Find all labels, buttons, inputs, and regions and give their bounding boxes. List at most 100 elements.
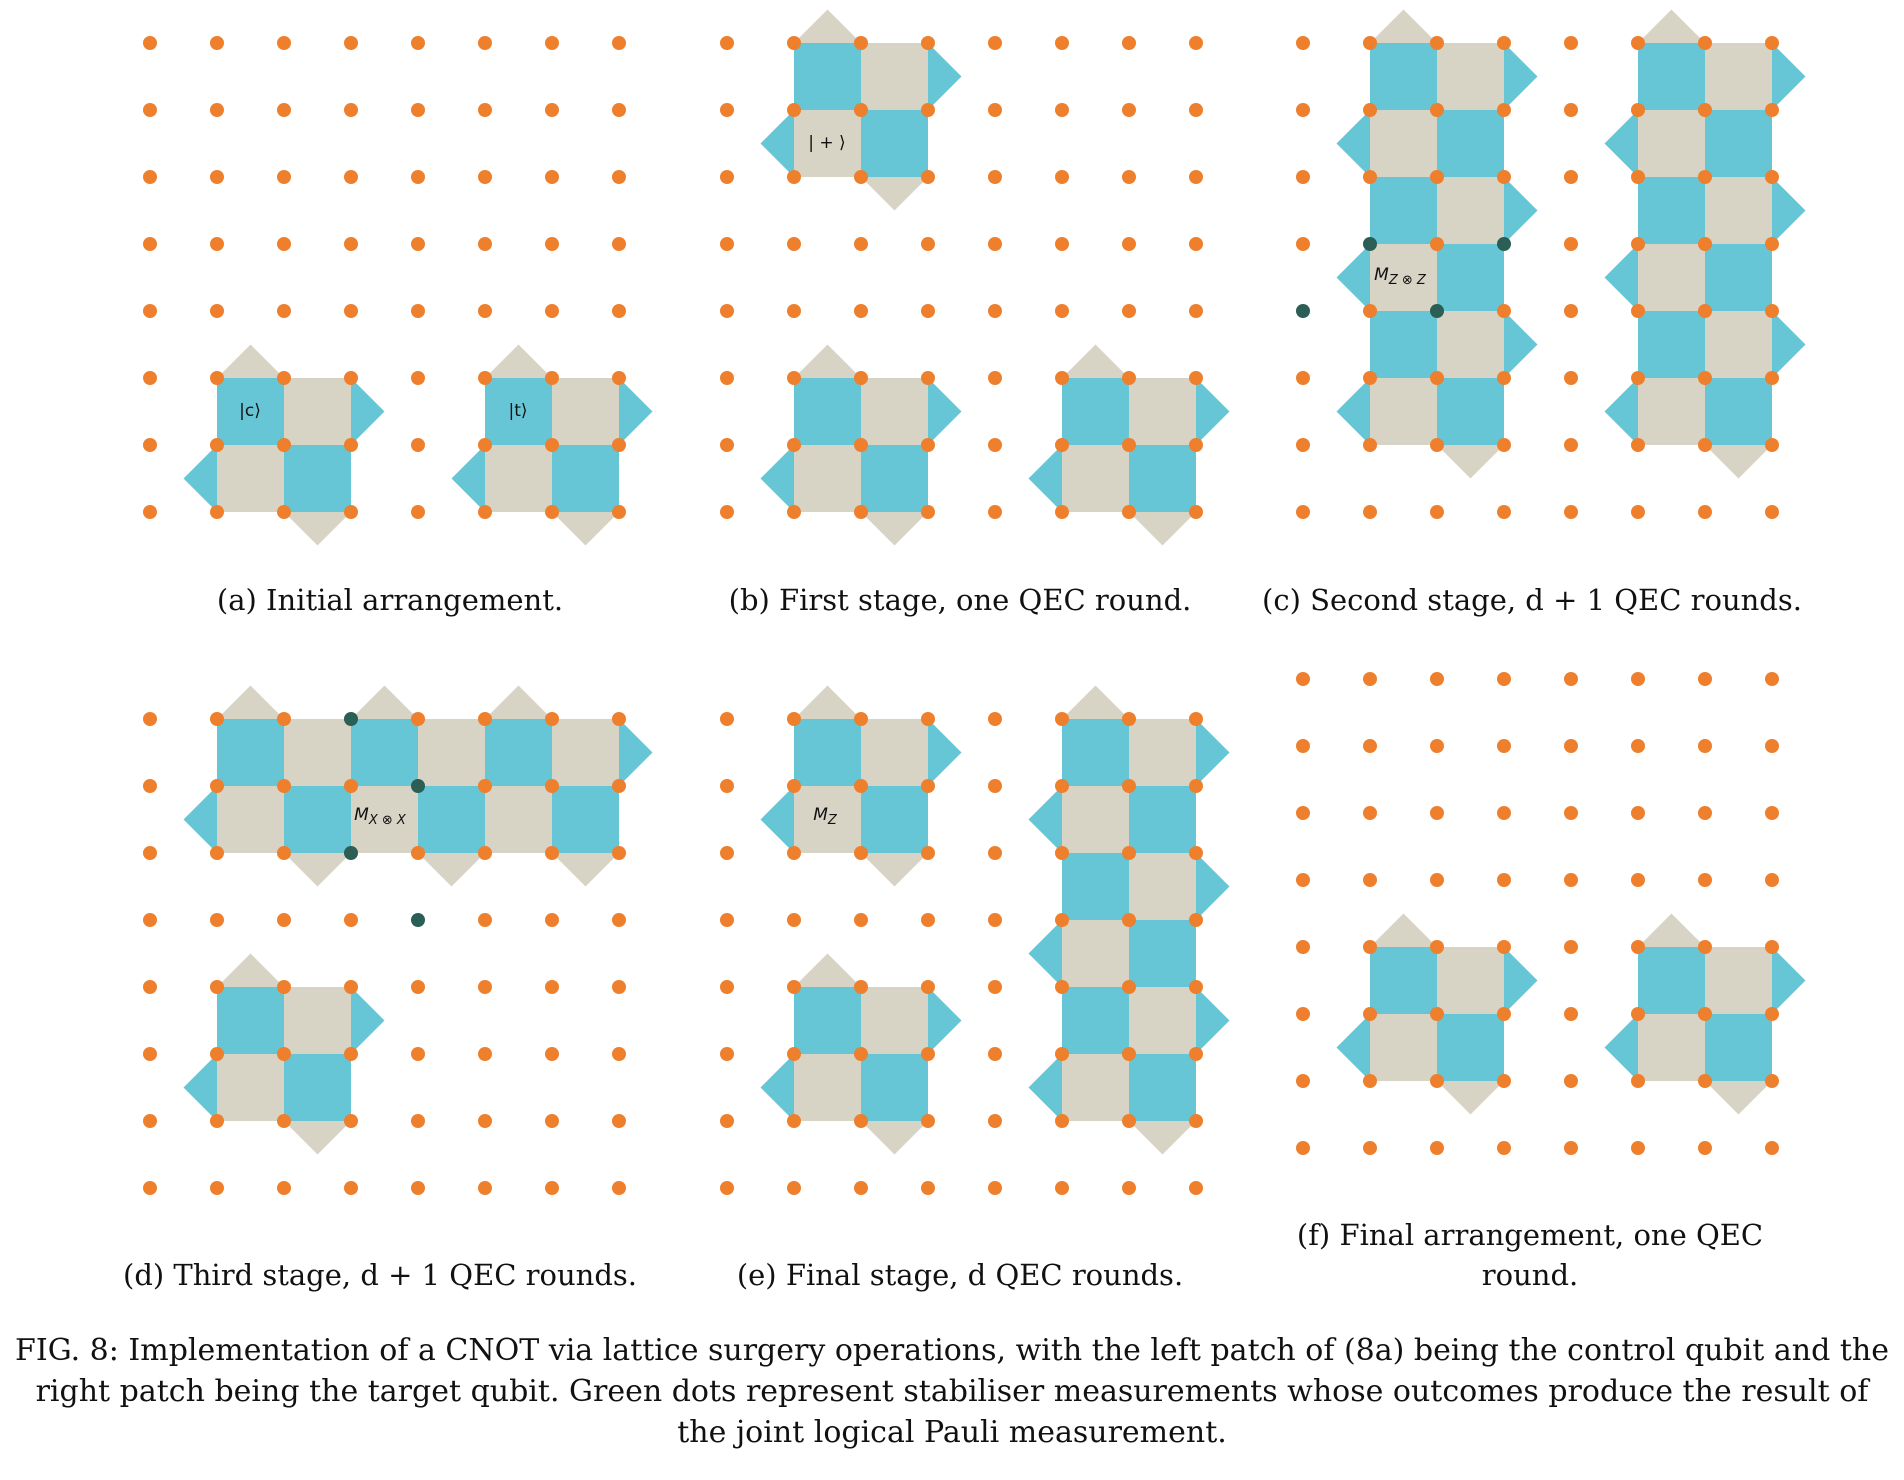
panel-f-qubit-dot [1430,873,1444,887]
panel-d-boundary-stabiliser [619,719,653,786]
panel-f-qubit-dot [1698,806,1712,820]
panel-f-qubit-dot [1296,940,1310,954]
panel-f-qubit-dot [1564,739,1578,753]
panel-b-plaquette [1062,445,1129,512]
panel-b-qubit-dot [854,103,868,117]
panel-f-boundary-stabiliser [1370,913,1437,947]
panel-b-boundary-stabiliser [928,378,962,445]
panel-f-qubit-dot [1765,806,1779,820]
panel-c-boundary-stabiliser [1336,244,1370,311]
panel-d-qubit-dot [612,980,626,994]
panel-d-boundary-stabiliser [217,953,284,987]
panel-b-qubit-dot [854,371,868,385]
panel-d-qubit-dot [478,1181,492,1195]
panel-c-boundary-stabiliser [1504,177,1538,244]
panel-a-qubit-dot [612,103,626,117]
panel-a-qubit-dot [545,505,559,519]
panel-e-plaquette [1129,920,1196,987]
panel-e-qubit-dot [787,913,801,927]
panel-e-qubit-dot [854,1181,868,1195]
panel-d-qubit-dot [411,712,425,726]
panel-b-qubit-dot [988,36,1002,50]
panel-e-qubit-dot [921,712,935,726]
panel-a-boundary-stabiliser [552,512,619,546]
panel-b-boundary-stabiliser [794,9,861,43]
panel-c-qubit-dot [1631,36,1645,50]
panel-a-qubit-dot [612,438,626,452]
panel-a-qubit-dot [210,36,224,50]
panel-a-qubit-dot [612,170,626,184]
panel-b-qubit-dot [1122,371,1136,385]
panel-f-qubit-dot [1497,1074,1511,1088]
panel-b-plaquette [1062,378,1129,445]
panel-e-plaquette [1129,719,1196,786]
panel-c-plaquette [1437,378,1504,445]
panel-c-qubit-dot [1631,371,1645,385]
panel-b-qubit-dot [921,371,935,385]
panel-d-measurement-dot [411,913,425,927]
panel-d-boundary-stabiliser [183,786,217,853]
panel-c-qubit-dot [1564,438,1578,452]
panel-b-boundary-stabiliser [760,445,794,512]
panel-e-plaquette [1062,920,1129,987]
panel-e-plaquette [1062,719,1129,786]
panel-b-qubit-dot [921,237,935,251]
panel-f-qubit-dot [1430,940,1444,954]
panel-d-group: MX ⊗ X [143,685,653,1195]
panel-e-qubit-dot [787,1047,801,1061]
panel-a-qubit-dot [277,438,291,452]
panel-e-qubit-dot [720,1114,734,1128]
panel-c-boundary-stabiliser [1604,244,1638,311]
panel-b-qubit-dot [921,438,935,452]
panel-b-label: | + ⟩ [808,133,845,153]
panel-c-boundary-stabiliser [1638,9,1705,43]
panel-e-plaquette [1062,987,1129,1054]
panel-d-qubit-dot [411,980,425,994]
panel-f-qubit-dot [1363,1007,1377,1021]
panel-c-label: MZ ⊗ Z [1374,265,1427,288]
panel-e-qubit-dot [1055,846,1069,860]
panel-f-qubit-dot [1765,1141,1779,1155]
panel-e-boundary-stabiliser [794,685,861,719]
panel-e-qubit-dot [921,1114,935,1128]
panel-f-qubit-dot [1631,806,1645,820]
panel-b-qubit-dot [720,505,734,519]
panel-b-qubit-dot [720,103,734,117]
panel-d-qubit-dot [277,980,291,994]
panel-b-qubit-dot [1189,371,1203,385]
panel-e-qubit-dot [988,1114,1002,1128]
panel-f-qubit-dot [1564,1074,1578,1088]
panel-f-boundary-stabiliser [1336,1014,1370,1081]
panel-b-qubit-dot [787,505,801,519]
panel-d-qubit-dot [478,913,492,927]
panel-d-qubit-dot [277,846,291,860]
panel-b-boundary-stabiliser [1196,378,1230,445]
panel-f-qubit-dot [1631,940,1645,954]
panel-a-qubit-dot [478,103,492,117]
panel-c-qubit-dot [1363,170,1377,184]
panel-d-qubit-dot [344,1047,358,1061]
panel-b-qubit-dot [1055,438,1069,452]
panel-e-plaquette [1129,853,1196,920]
panel-c-plaquette [1638,43,1705,110]
panel-b-qubit-dot [921,304,935,318]
panel-a-qubit-dot [210,304,224,318]
panel-d-qubit-dot [411,1181,425,1195]
panel-e-qubit-dot [1122,712,1136,726]
panel-a-boundary-stabiliser [284,512,351,546]
panel-e-qubit-dot [720,1181,734,1195]
panel-d-boundary-stabiliser [485,685,552,719]
panel-c-plaquette [1370,244,1437,311]
panel-d-qubit-dot [210,779,224,793]
panel-d-boundary-stabiliser [217,685,284,719]
panel-f-qubit-dot [1631,1074,1645,1088]
panel-c-qubit-dot [1698,237,1712,251]
panel-a-qubit-dot [277,304,291,318]
panel-b-boundary-stabiliser [861,177,928,211]
panel-d-qubit-dot [143,980,157,994]
panel-f-qubit-dot [1564,672,1578,686]
panel-d-qubit-dot [545,779,559,793]
panel-e-qubit-dot [787,980,801,994]
panel-f-boundary-stabiliser [1437,1081,1504,1115]
panel-b-qubit-dot [921,103,935,117]
